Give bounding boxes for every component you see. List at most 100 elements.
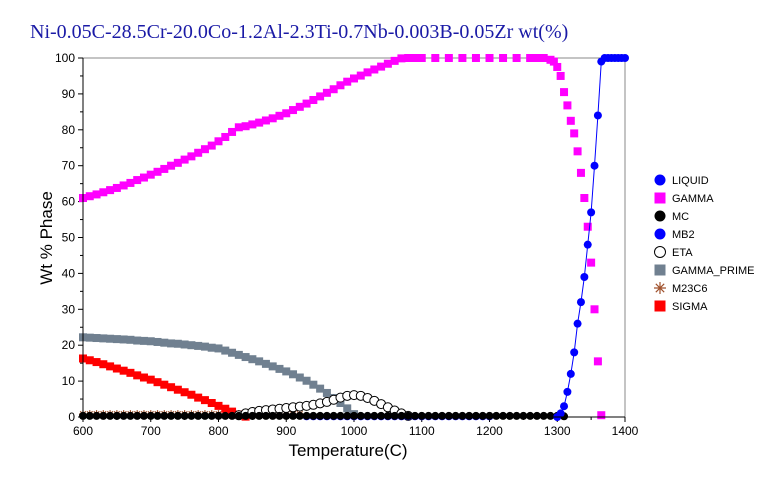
data-point-gamma: [194, 148, 203, 157]
data-point-gamma-prime: [316, 384, 325, 393]
data-point-mc: [187, 411, 196, 420]
data-point-mc: [465, 411, 474, 420]
data-point-mc: [438, 411, 447, 420]
data-point-gamma: [322, 88, 331, 97]
data-point-mc: [194, 411, 203, 420]
data-point-gamma-prime: [85, 333, 94, 342]
series-gamma: [79, 54, 606, 420]
data-point-mc: [499, 411, 508, 420]
data-point-gamma-prime: [119, 335, 128, 344]
data-point-gamma: [126, 178, 135, 187]
data-point-gamma-prime: [268, 362, 277, 371]
data-point-gamma: [282, 109, 291, 118]
data-point-sigma: [167, 383, 176, 392]
chart-title: Ni-0.05C-28.5Cr-20.0Co-1.2Al-2.3Ti-0.7Nb…: [30, 21, 568, 43]
data-point-mc: [207, 411, 216, 420]
y-tick-label: 30: [62, 302, 76, 316]
data-point-mc: [343, 411, 352, 420]
data-point-mc: [417, 411, 426, 420]
data-point-gamma-prime: [139, 336, 148, 345]
data-point-sigma: [146, 375, 155, 384]
data-point-mc: [139, 411, 148, 420]
data-point-gamma: [207, 141, 216, 150]
data-point-mc: [302, 411, 311, 420]
y-tick-label: 80: [62, 123, 76, 137]
data-point-liquid: [621, 54, 629, 62]
legend-marker-gamma-prime: [654, 264, 666, 276]
data-point-gamma: [458, 54, 467, 62]
data-point-gamma: [390, 56, 399, 65]
legend-marker-liquid: [654, 174, 666, 186]
data-point-gamma-prime: [180, 340, 189, 349]
data-point-sigma: [228, 407, 237, 416]
data-point-gamma: [526, 54, 535, 62]
x-tick-label: 1000: [341, 424, 368, 438]
data-point-mc: [322, 411, 331, 420]
data-point-gamma-prime: [187, 341, 196, 350]
data-point-gamma-prime: [336, 398, 345, 407]
data-point-gamma-prime: [295, 373, 304, 382]
data-point-sigma: [85, 356, 94, 365]
y-tick-label: 50: [62, 231, 76, 245]
data-point-gamma-prime: [214, 344, 223, 353]
axis-ticks: 600 700 800 900 1000 1100 1200 1300 1400 0 10 20 30 4…: [55, 51, 639, 438]
legend-label-mb2: MB2: [672, 229, 695, 241]
legend-label-eta: ETA: [672, 247, 693, 259]
data-point-gamma-prime: [248, 355, 257, 364]
data-point-mc: [282, 411, 291, 420]
data-point-gamma-prime: [133, 336, 142, 345]
data-point-liquid: [566, 369, 575, 378]
series-sigma: [79, 354, 250, 421]
legend-label-sigma: SIGMA: [672, 301, 708, 313]
data-point-sigma: [133, 371, 142, 380]
data-point-sigma: [160, 380, 169, 389]
data-point-gamma: [532, 54, 541, 62]
legend-label-mc: MC: [672, 211, 689, 223]
data-point-mc: [539, 411, 548, 420]
legend-marker-eta: [654, 246, 666, 258]
data-point-liquid: [573, 319, 582, 328]
data-point-mc: [295, 411, 304, 420]
data-point-mc: [228, 411, 237, 420]
data-point-mc: [410, 411, 419, 420]
data-point-gamma: [560, 88, 569, 97]
legend-marker-mb2: [654, 228, 666, 240]
data-point-gamma: [563, 101, 572, 110]
series-mc: [79, 411, 569, 421]
data-point-mc: [363, 411, 372, 420]
data-point-liquid: [583, 240, 592, 249]
legend-label-m23c6: M23C6: [672, 283, 707, 295]
x-tick-label: 1200: [476, 424, 503, 438]
y-tick-label: 90: [62, 87, 76, 101]
x-tick-label: 1400: [612, 424, 639, 438]
data-point-liquid: [590, 161, 599, 170]
data-point-liquid: [563, 387, 572, 396]
data-point-gamma: [329, 85, 338, 94]
data-point-mc: [160, 411, 169, 420]
data-point-gamma: [112, 183, 121, 192]
data-point-mc: [350, 411, 358, 420]
data-point-sigma: [221, 404, 230, 413]
data-point-mc: [526, 411, 535, 420]
data-point-mc: [99, 411, 108, 420]
data-point-mc: [167, 411, 176, 420]
data-point-mc: [316, 411, 325, 420]
data-point-gamma: [363, 68, 372, 77]
y-tick-label: 20: [62, 338, 76, 352]
data-point-mc: [370, 411, 379, 420]
data-point-mc: [512, 411, 521, 420]
data-point-gamma: [173, 158, 182, 167]
data-point-gamma: [397, 54, 406, 63]
data-point-gamma-prime: [167, 339, 176, 348]
y-tick-label: 70: [62, 159, 76, 173]
data-point-mc: [478, 411, 487, 420]
data-point-gamma: [268, 114, 277, 123]
data-point-gamma: [99, 188, 108, 197]
data-point-sigma: [153, 378, 162, 387]
data-point-mc: [356, 411, 365, 420]
data-point-gamma-prime: [92, 334, 101, 343]
data-point-liquid: [593, 111, 602, 120]
data-point-mc: [532, 411, 541, 420]
data-point-gamma: [228, 127, 237, 136]
